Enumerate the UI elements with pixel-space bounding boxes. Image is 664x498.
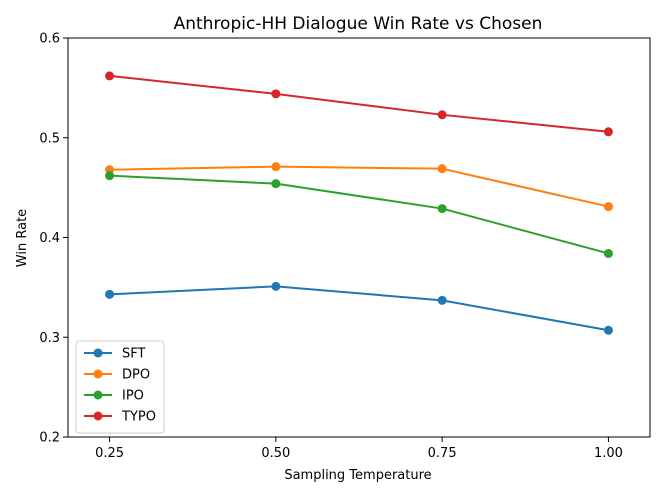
legend-item-sft: SFT	[84, 347, 146, 362]
x-tick-label: 0.75	[428, 446, 457, 461]
data-point-typo	[271, 89, 281, 99]
legend-swatch-marker	[93, 390, 103, 400]
data-point-typo	[603, 127, 613, 137]
data-point-sft	[603, 325, 613, 335]
series-line-sft	[109, 285, 609, 332]
data-point-ipo	[105, 171, 115, 181]
y-axis-label: Win Rate	[15, 209, 30, 267]
y-tick-label: 0.4	[39, 231, 60, 246]
data-point-sft	[271, 281, 281, 291]
legend-item-dpo: DPO	[84, 368, 150, 383]
legend-box	[75, 340, 165, 434]
data-point-ipo	[271, 179, 281, 189]
data-point-dpo	[603, 202, 613, 212]
legend-item-typo: TYPO	[84, 410, 156, 425]
x-axis-label: Sampling Temperature	[284, 468, 431, 483]
data-point-ipo	[437, 204, 447, 214]
legend-swatch-marker	[93, 348, 103, 358]
series-line-typo	[109, 74, 609, 133]
data-point-typo	[105, 71, 115, 81]
legend-swatch-marker	[93, 411, 103, 421]
legend-label: SFT	[122, 347, 146, 362]
chart-title: Anthropic-HH Dialogue Win Rate vs Chosen	[174, 14, 543, 34]
series-typo	[105, 71, 613, 137]
legend-swatch-marker	[93, 369, 103, 379]
legend-label: DPO	[122, 368, 150, 383]
legend-label: IPO	[122, 389, 144, 404]
data-point-dpo	[271, 162, 281, 172]
series-sft	[105, 281, 613, 335]
legend-item-ipo: IPO	[84, 389, 144, 404]
y-tick-label: 0.6	[39, 32, 60, 47]
y-tick-label: 0.2	[39, 431, 60, 446]
data-point-dpo	[437, 164, 447, 174]
data-point-ipo	[603, 248, 613, 258]
data-point-sft	[437, 295, 447, 305]
y-tick-label: 0.5	[39, 131, 60, 146]
x-tick-label: 0.25	[95, 446, 124, 461]
legend: SFT DPO IPO TYPO	[75, 340, 165, 434]
data-point-typo	[437, 110, 447, 120]
series-line-ipo	[109, 174, 609, 255]
axes-layer: 0.2 0.3 0.4 0.5 0.6 0.25 0.50 0.75 1.00	[39, 32, 651, 461]
legend-label: TYPO	[121, 410, 156, 425]
x-tick-label: 0.50	[261, 446, 290, 461]
series-ipo	[105, 171, 613, 258]
series-layer	[105, 71, 613, 335]
y-tick-label: 0.3	[39, 331, 60, 346]
x-tick-label: 1.00	[594, 446, 623, 461]
series-line-dpo	[109, 165, 609, 208]
data-point-sft	[105, 289, 115, 299]
